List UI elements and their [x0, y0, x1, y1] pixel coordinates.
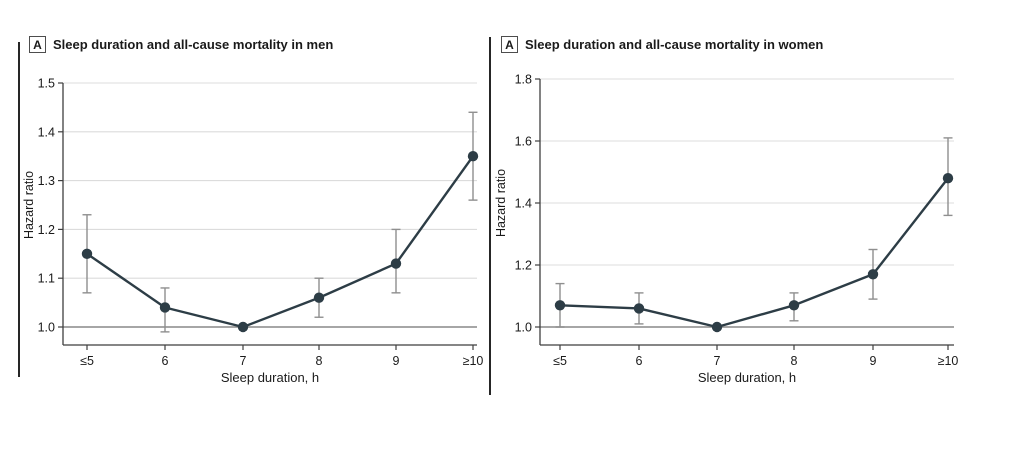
svg-text:1.2: 1.2	[38, 223, 55, 237]
panel-divider-line	[489, 37, 491, 395]
panel-women-header: A Sleep duration and all-cause mortality…	[501, 36, 823, 53]
svg-text:1.8: 1.8	[515, 73, 532, 87]
svg-text:≥10: ≥10	[938, 354, 959, 368]
panel-key-badge: A	[29, 36, 46, 53]
svg-text:1.3: 1.3	[38, 174, 55, 188]
panel-title: Sleep duration and all-cause mortality i…	[525, 37, 824, 52]
svg-text:1.5: 1.5	[38, 77, 55, 91]
svg-text:Hazard ratio: Hazard ratio	[494, 169, 508, 237]
svg-text:≥10: ≥10	[463, 354, 484, 368]
chart-women-hazard-ratio: 1.0 1.2 1.4 1.6 1.8 ≤5 6 7 8 9 ≥10 Hazard ratio Slee…	[494, 73, 959, 386]
panel-women: A Sleep duration and all-cause mortality…	[491, 30, 971, 410]
svg-text:1.0: 1.0	[38, 321, 55, 335]
panel-men: A Sleep duration and all-cause mortality…	[19, 30, 489, 410]
svg-text:1.4: 1.4	[38, 125, 55, 139]
chart-men-hazard-ratio: 1.0 1.1 1.2 1.3 1.4 1.5 ≤5 6 7 8 9 ≥10 Hazard ratio S…	[22, 77, 484, 386]
svg-text:1.2: 1.2	[515, 259, 532, 273]
svg-text:Sleep duration, h: Sleep duration, h	[698, 370, 796, 385]
svg-text:7: 7	[714, 354, 721, 368]
panel-left-border-line	[18, 42, 20, 377]
svg-text:1.4: 1.4	[515, 197, 532, 211]
svg-text:≤5: ≤5	[553, 354, 567, 368]
svg-text:1.1: 1.1	[38, 272, 55, 286]
panel-title: Sleep duration and all-cause mortality i…	[53, 37, 334, 52]
svg-text:8: 8	[316, 354, 323, 368]
svg-text:≤5: ≤5	[80, 354, 94, 368]
svg-text:1.6: 1.6	[515, 135, 532, 149]
svg-text:6: 6	[162, 354, 169, 368]
svg-text:Sleep duration, h: Sleep duration, h	[221, 370, 319, 385]
panel-men-header: A Sleep duration and all-cause mortality…	[29, 36, 333, 53]
svg-text:8: 8	[791, 354, 798, 368]
svg-text:9: 9	[870, 354, 877, 368]
svg-text:7: 7	[240, 354, 247, 368]
svg-text:6: 6	[636, 354, 643, 368]
svg-text:1.0: 1.0	[515, 321, 532, 335]
svg-text:9: 9	[393, 354, 400, 368]
svg-text:Hazard ratio: Hazard ratio	[22, 171, 36, 239]
panel-key-badge: A	[501, 36, 518, 53]
